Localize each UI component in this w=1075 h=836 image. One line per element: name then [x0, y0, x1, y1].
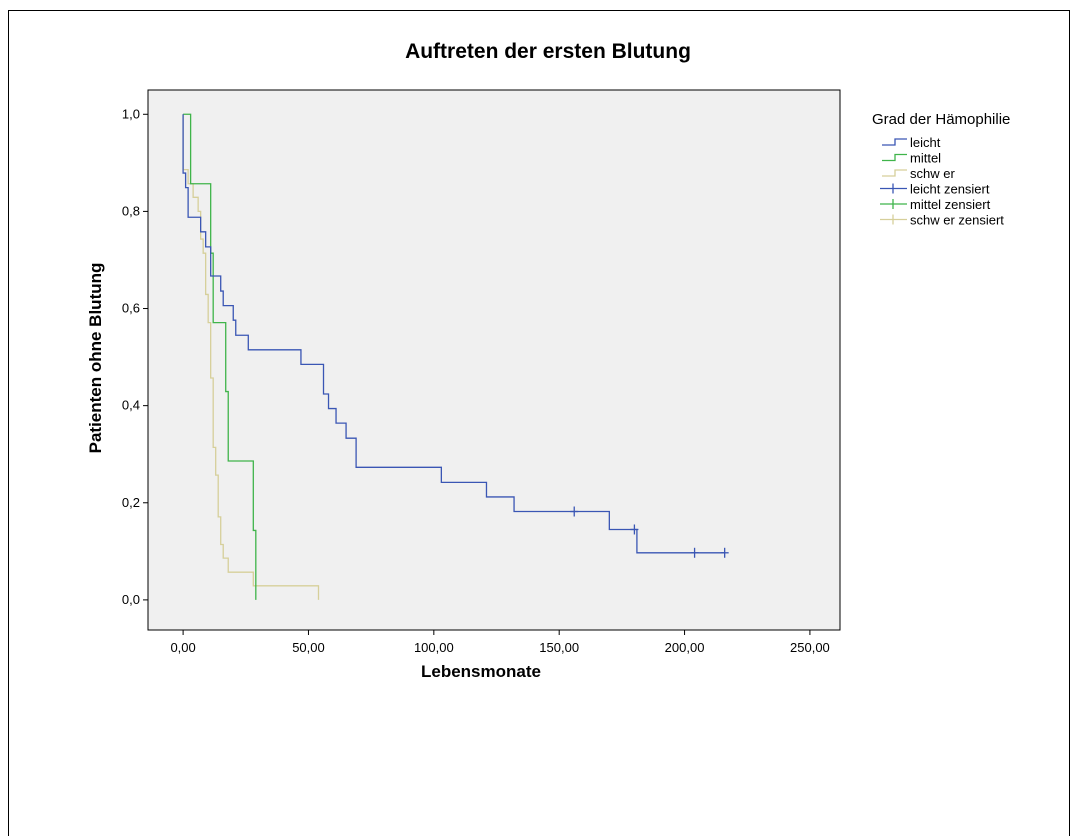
- x-tick-label: 100,00: [414, 640, 454, 655]
- x-tick-label: 0,00: [170, 640, 195, 655]
- legend-item: leicht: [882, 135, 941, 150]
- legend-item: mittel: [882, 151, 941, 166]
- censor-mark-leicht: [570, 506, 579, 517]
- y-tick-label: 0,6: [122, 301, 140, 316]
- chart-title: Auftreten der ersten Blutung: [405, 40, 691, 63]
- series-layer: [182, 113, 729, 600]
- y-tick-label: 0,2: [122, 495, 140, 510]
- censor-mark-leicht: [630, 524, 639, 535]
- legend-swatch-line: [882, 169, 907, 177]
- plot-area: [147, 89, 841, 631]
- y-tick-label: 0,8: [122, 203, 140, 218]
- legend-label: mittel zensiert: [910, 197, 991, 212]
- series-line-leicht: [182, 114, 725, 554]
- x-tick-label: 200,00: [665, 640, 705, 655]
- legend-item: mittel zensiert: [880, 197, 991, 212]
- y-axis: 0,0 0,2 0,4 0,6 0,8 1,0: [122, 106, 148, 607]
- x-axis-title: Lebensmonate: [421, 662, 541, 681]
- legend-swatch-line: [882, 153, 907, 162]
- legend-label: leicht: [910, 135, 941, 150]
- legend-item: schw er zensiert: [880, 213, 1004, 228]
- y-tick-label: 0,0: [122, 592, 140, 607]
- x-tick-label: 150,00: [539, 640, 579, 655]
- legend-item: leicht zensiert: [880, 182, 990, 197]
- x-tick-label: 250,00: [790, 640, 830, 655]
- legend-title: Grad der Hämophilie: [872, 111, 1010, 128]
- censor-mark-leicht: [690, 547, 699, 558]
- legend-label: mittel: [910, 151, 941, 166]
- series-line-mittel: [183, 113, 257, 600]
- legend-item: schw er: [882, 166, 955, 181]
- x-tick-label: 50,00: [292, 640, 325, 655]
- censor-mark-leicht: [720, 547, 729, 558]
- legend-swatch-line: [882, 138, 907, 146]
- y-axis-title: Patienten ohne Blutung: [86, 263, 105, 454]
- legend-label: schw er zensiert: [910, 213, 1004, 228]
- y-tick-label: 1,0: [122, 106, 140, 121]
- legend-label: leicht zensiert: [910, 182, 990, 197]
- legend-label: schw er: [910, 166, 955, 181]
- y-tick-label: 0,4: [122, 398, 140, 413]
- x-axis: 0,00 50,00 100,00 150,00 200,00 250,00: [170, 630, 830, 655]
- series-line-schwer: [182, 114, 320, 600]
